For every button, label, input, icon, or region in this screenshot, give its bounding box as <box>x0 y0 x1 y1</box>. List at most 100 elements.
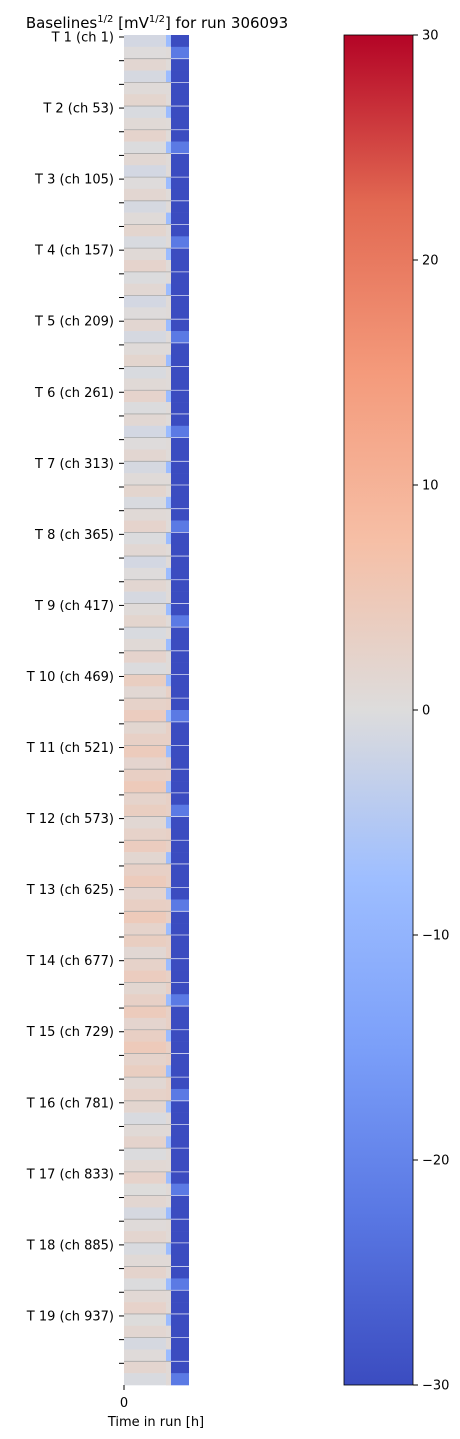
heatmap-cell <box>124 1053 171 1066</box>
heatmap-cell <box>166 425 171 438</box>
heatmap-cell <box>166 840 171 853</box>
heatmap-cell <box>166 224 171 237</box>
heatmap-cell <box>171 153 189 166</box>
heatmap-cell <box>124 342 171 356</box>
heatmap-cell <box>166 354 171 367</box>
heatmap-cell <box>124 757 171 770</box>
heatmap-cell <box>171 781 189 794</box>
heatmap-cell <box>171 200 189 213</box>
heatmap-cell <box>124 1148 171 1161</box>
heatmap-cell <box>171 1361 189 1374</box>
heatmap-plot: T 1 (ch 1) T 2 (ch 53) T 3 (ch 105) T 4 (ch… <box>26 31 204 1431</box>
heatmap-cell <box>124 863 171 877</box>
heatmap-cell <box>124 35 171 48</box>
heatmap-cell <box>171 1266 189 1279</box>
heatmap-cell <box>166 923 171 936</box>
heatmap-cell <box>124 1077 171 1090</box>
heatmap-cell <box>171 875 189 888</box>
y-tick-label: T 12 (ch 573) <box>26 812 114 827</box>
heatmap-cell <box>171 556 189 569</box>
heatmap-cell <box>171 520 189 533</box>
heatmap-cell <box>171 1337 189 1350</box>
y-tick-label: T 8 (ch 365) <box>34 528 114 543</box>
colorbar-tick-label: 0 <box>422 704 430 719</box>
heatmap-cell <box>171 710 189 723</box>
heatmap-cell <box>124 58 171 71</box>
heatmap-cell <box>166 271 171 284</box>
heatmap-cell <box>166 473 171 486</box>
heatmap-cell <box>171 994 189 1007</box>
heatmap-cell <box>124 165 171 178</box>
heatmap-cell <box>166 816 171 829</box>
heatmap-cell <box>166 1029 171 1042</box>
heatmap-cell <box>124 1337 171 1350</box>
heatmap-cell <box>124 662 171 675</box>
heatmap-cell <box>124 1041 171 1054</box>
heatmap-cell <box>171 402 189 415</box>
heatmap-cell <box>166 260 171 273</box>
heatmap-cell <box>124 1302 171 1315</box>
heatmap-cell <box>166 662 171 675</box>
heatmap-cell <box>166 994 171 1007</box>
heatmap-cell <box>124 650 171 663</box>
heatmap-cell <box>171 745 189 758</box>
heatmap-cell <box>124 1242 171 1256</box>
y-tick-label: T 15 (ch 729) <box>26 1025 114 1040</box>
heatmap-cell <box>171 1254 189 1267</box>
heatmap-cell <box>124 970 171 983</box>
heatmap-cell <box>124 733 171 746</box>
heatmap-cell <box>124 1088 171 1102</box>
heatmap-cell <box>166 1065 171 1078</box>
heatmap-cell <box>124 982 171 995</box>
heatmap-cell <box>171 271 189 284</box>
x-tick-label: 0 <box>120 1396 128 1411</box>
colorbar-ticks: 30 20 10 0 −10 −20 −30 <box>413 29 449 1394</box>
heatmap-cell <box>124 1231 171 1244</box>
heatmap-cell <box>124 177 171 190</box>
heatmap-cell <box>166 733 171 746</box>
heatmap-cell <box>166 1313 171 1327</box>
heatmap-cell <box>166 946 171 959</box>
heatmap-cell <box>171 437 189 450</box>
heatmap-cell <box>166 686 171 699</box>
heatmap-cell <box>171 94 189 107</box>
y-tick-label: T 14 (ch 677) <box>26 954 114 969</box>
heatmap-cell <box>124 331 171 344</box>
heatmap-cell <box>166 1337 171 1350</box>
heatmap-cell <box>171 378 189 391</box>
heatmap-cell <box>124 1254 171 1267</box>
heatmap-cell <box>171 58 189 71</box>
heatmap-cell <box>171 899 189 912</box>
heatmap-cell <box>124 686 171 699</box>
heatmap-cell <box>166 248 171 261</box>
heatmap-cell <box>124 117 171 131</box>
heatmap-cell <box>124 579 171 592</box>
heatmap-cell <box>124 307 171 320</box>
heatmap-cell <box>166 674 171 687</box>
heatmap-cell <box>166 544 171 557</box>
heatmap-cell <box>166 958 171 971</box>
heatmap-cell <box>124 153 171 166</box>
heatmap-cell <box>124 1290 171 1303</box>
heatmap-cell <box>171 354 189 367</box>
heatmap-cell <box>124 260 171 273</box>
heatmap-cell <box>124 520 171 533</box>
heatmap-cell <box>166 437 171 450</box>
heatmap-cell <box>171 177 189 190</box>
heatmap-cell <box>171 1124 189 1137</box>
heatmap-cell <box>166 970 171 983</box>
heatmap-cell <box>166 935 171 948</box>
heatmap-cell <box>124 1136 171 1149</box>
heatmap-cell <box>124 295 171 308</box>
heatmap-cell <box>171 1183 189 1196</box>
heatmap-cell <box>124 828 171 841</box>
heatmap-cell <box>166 745 171 758</box>
y-tick-label: T 18 (ch 885) <box>26 1238 114 1253</box>
heatmap-cell <box>166 153 171 166</box>
heatmap-cell <box>166 1017 171 1031</box>
heatmap-cell <box>124 710 171 723</box>
heatmap-cell <box>166 1361 171 1374</box>
heatmap-cell <box>166 1325 171 1338</box>
heatmap-cell <box>124 591 171 604</box>
x-axis-label: Time in run [h] <box>107 1415 204 1430</box>
